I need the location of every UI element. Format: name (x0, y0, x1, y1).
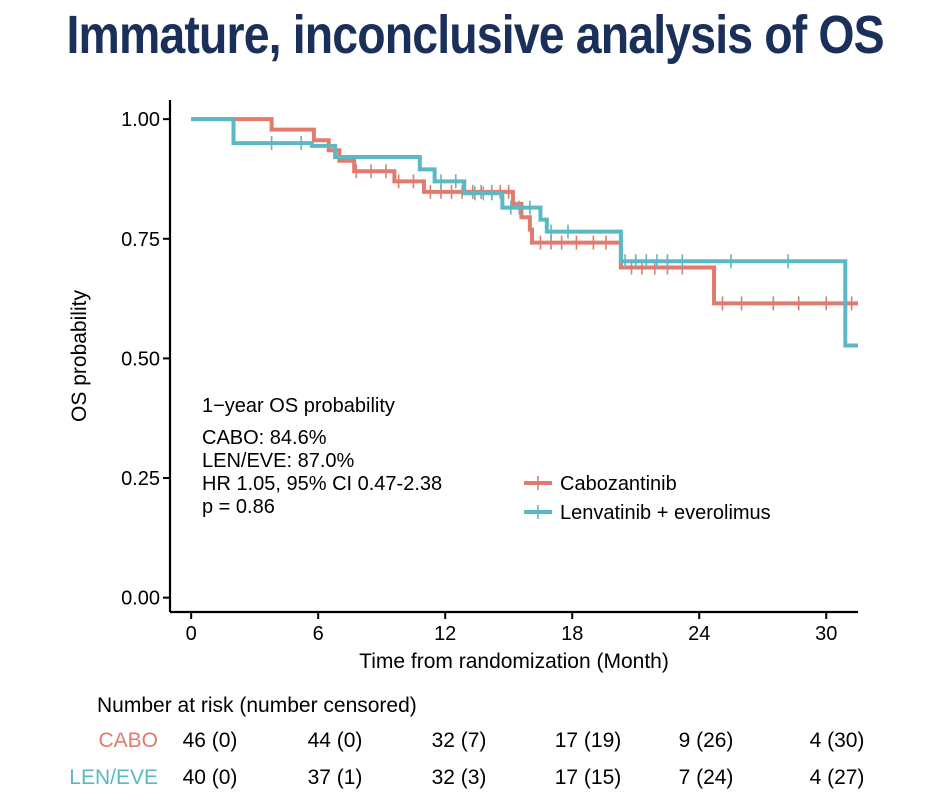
x-tick-label: 0 (186, 623, 197, 645)
risk-cell: 9 (26) (678, 729, 734, 752)
risk-cell: 46 (0) (182, 729, 238, 752)
risk-cell: 44 (0) (307, 729, 363, 752)
x-tick-label: 12 (434, 623, 456, 645)
y-tick-label: 0.00 (121, 588, 160, 610)
risk-cell: 4 (30) (809, 729, 865, 752)
annotation-line: p = 0.86 (202, 496, 275, 518)
km-survival-chart: 0.00 0.25 0.50 0.75 1.00 0 6 12 18 24 30 Time from … (68, 100, 858, 673)
y-axis-label: OS probability (68, 290, 91, 422)
risk-cell: 32 (3) (431, 766, 487, 789)
risk-cell: 4 (27) (809, 766, 865, 789)
annotation-line: HR 1.05, 95% CI 0.47-2.38 (202, 473, 442, 495)
annotation-line: CABO: 84.6% (202, 427, 327, 449)
x-tick-label: 24 (688, 623, 710, 645)
y-tick-label: 0.50 (121, 348, 160, 370)
risk-table-title: Number at risk (number censored) (97, 694, 417, 717)
legend-label: Lenvatinib + everolimus (560, 502, 771, 524)
y-tick-label: 1.00 (121, 109, 160, 131)
x-tick-label: 18 (561, 623, 583, 645)
x-tick-label: 30 (815, 623, 837, 645)
risk-row-label-cabo: CABO (98, 729, 158, 752)
annotation-line: LEN/EVE: 87.0% (202, 450, 355, 472)
x-tick-label: 6 (313, 623, 324, 645)
y-tick-label: 0.25 (121, 468, 160, 490)
risk-cell: 40 (0) (182, 766, 238, 789)
annotation-header: 1−year OS probability (202, 395, 395, 417)
y-tick-label: 0.75 (121, 229, 160, 251)
risk-cell: 17 (19) (554, 729, 622, 752)
x-axis-label: Time from randomization (Month) (359, 650, 669, 673)
legend-label: Cabozantinib (560, 473, 677, 495)
series-line-cabozantinib (191, 117, 858, 306)
risk-cell: 17 (15) (554, 766, 622, 789)
risk-cell: 7 (24) (678, 766, 734, 789)
slide-title: Immature, inconclusive analysis of OS (66, 5, 885, 65)
risk-cell: 32 (7) (431, 729, 487, 752)
series-line-lenvatinib-everolimus (191, 117, 858, 348)
risk-row-label-leneve: LEN/EVE (69, 766, 158, 789)
risk-cell: 37 (1) (307, 766, 363, 789)
